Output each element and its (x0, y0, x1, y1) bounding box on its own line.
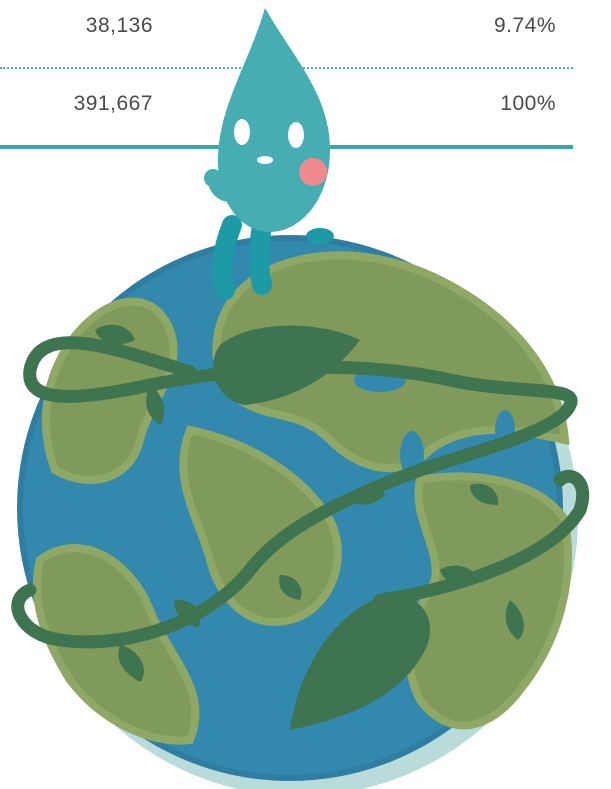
mascot-cheek (299, 158, 327, 186)
table-row-total: 391,667 100% (0, 78, 611, 138)
droplet-mascot (204, 8, 334, 300)
mascot-leg-right (249, 215, 272, 295)
mascot-mouth (257, 156, 273, 164)
row-count: 38,136 (85, 14, 153, 37)
total-count: 391,667 (73, 92, 153, 115)
mascot-hand (204, 169, 222, 187)
leaf-large-bottom (290, 594, 431, 730)
leaf-large-top (213, 325, 360, 405)
mascot-leg-left (212, 215, 242, 300)
mascot-body (217, 8, 330, 232)
mascot-eye-left (234, 119, 250, 145)
row-percent: 9.74% (493, 14, 556, 37)
continent-east (405, 472, 572, 730)
leaves (95, 324, 524, 730)
mascot-eye-right (288, 122, 304, 148)
vines (11, 336, 590, 649)
continents (32, 251, 572, 745)
total-percent: 100% (500, 92, 556, 115)
continent-center (179, 425, 342, 626)
table-row: 38,136 9.74% (0, 0, 611, 60)
